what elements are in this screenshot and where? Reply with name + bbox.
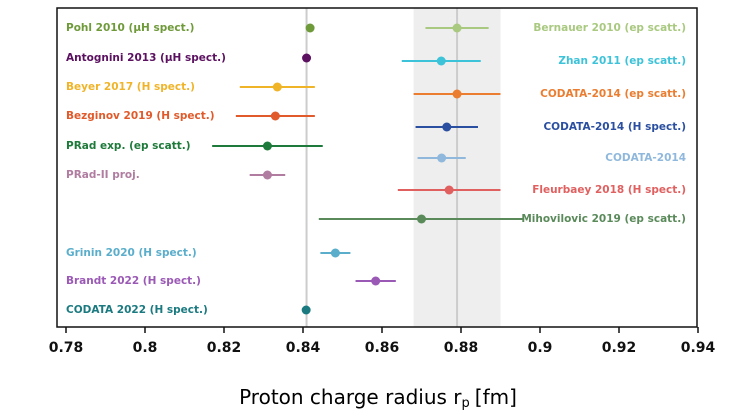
series-label: PRad exp. (ep scatt.): [66, 140, 191, 152]
series-label: Brandt 2022 (H spect.): [66, 275, 201, 287]
series-label: CODATA-2014: [605, 152, 686, 164]
series-label: CODATA-2014 (ep scatt.): [540, 88, 686, 100]
series-label: Pohl 2010 (μH spect.): [66, 22, 194, 34]
series-label: Bezginov 2019 (H spect.): [66, 110, 215, 122]
x-tick-label: 0.94: [681, 340, 716, 356]
x-tick-label: 0.8: [133, 340, 158, 356]
x-label-text: Proton charge radius r: [239, 385, 462, 409]
data-point: [442, 122, 452, 132]
data-point: [270, 111, 280, 121]
data-point: [452, 89, 462, 99]
series-label: Zhan 2011 (ep scatt.): [558, 55, 686, 67]
series-label: Fleurbaey 2018 (H spect.): [532, 184, 686, 196]
series-label: Grinin 2020 (H spect.): [66, 247, 197, 259]
data-point: [330, 248, 340, 258]
series-label: Beyer 2017 (H spect.): [66, 81, 195, 93]
x-label-unit: [fm]: [475, 385, 517, 409]
data-point: [371, 276, 381, 286]
x-tick-label: 0.84: [286, 340, 321, 356]
series-label: CODATA-2014 (H spect.): [543, 121, 686, 133]
plot-frame: [56, 7, 698, 328]
data-point: [262, 141, 272, 151]
series-label: Antognini 2013 (μH spect.): [66, 52, 226, 64]
data-point: [452, 23, 462, 33]
x-tick-label: 0.86: [365, 340, 400, 356]
data-point: [302, 53, 312, 63]
data-point: [437, 153, 447, 163]
data-point: [417, 214, 426, 224]
series-label: PRad-II proj.: [66, 169, 140, 181]
x-tick-label: 0.88: [444, 340, 479, 356]
series-label: Bernauer 2010 (ep scatt.): [533, 22, 686, 34]
data-point: [272, 82, 282, 92]
data-point: [436, 56, 446, 66]
series-label: CODATA 2022 (H spect.): [66, 304, 208, 316]
x-tick-label: 0.9: [528, 340, 553, 356]
x-tick-label: 0.78: [49, 340, 84, 356]
x-axis-label: Proton charge radius rp [fm]: [239, 385, 517, 411]
data-point: [262, 170, 272, 180]
series-label: Mihovilovic 2019 (ep scatt.): [521, 213, 686, 225]
x-tick-label: 0.92: [602, 340, 637, 356]
data-point: [444, 185, 454, 195]
data-point: [305, 23, 315, 33]
x-label-subscript: p: [462, 396, 470, 411]
data-point: [301, 305, 311, 315]
x-tick-label: 0.82: [207, 340, 242, 356]
